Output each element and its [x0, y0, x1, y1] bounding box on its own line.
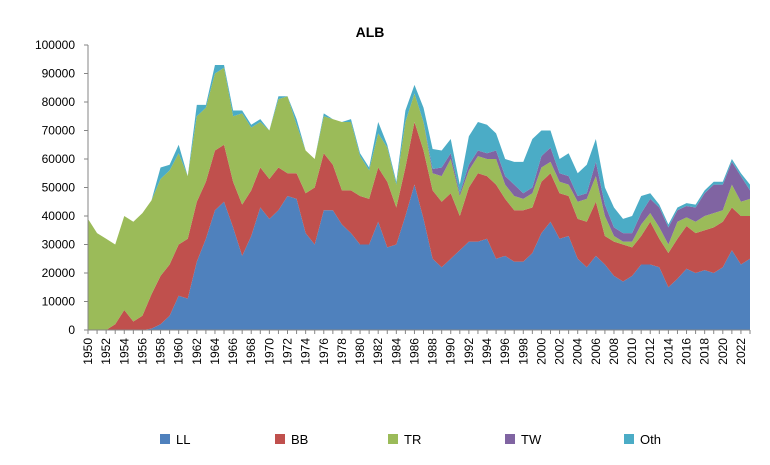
x-tick-label: 1992 — [462, 338, 476, 365]
x-tick-label: 1972 — [281, 338, 295, 365]
legend-item-tw: TW — [505, 432, 542, 447]
x-tick-label: 1982 — [371, 338, 385, 365]
x-tick-label: 1994 — [480, 338, 494, 365]
legend-item-tr: TR — [388, 432, 421, 447]
x-tick-label: 1968 — [244, 338, 258, 365]
x-tick-label: 2020 — [716, 338, 730, 365]
y-tick-label: 0 — [68, 323, 75, 337]
x-tick-label: 2012 — [643, 338, 657, 365]
x-tick-label: 1954 — [117, 338, 131, 365]
legend-swatch — [275, 434, 285, 444]
legend-label: BB — [291, 432, 308, 447]
x-tick-label: 1974 — [299, 338, 313, 365]
legend-swatch — [505, 434, 515, 444]
x-tick-label: 2010 — [625, 338, 639, 365]
x-tick-labels: 1950 1952 1954 1956 1958 1960 1962 1964 1966 1968… — [81, 338, 748, 365]
y-tick-label: 40000 — [42, 209, 76, 223]
x-tick-label: 1988 — [426, 338, 440, 365]
legend-item-oth: Oth — [624, 432, 661, 447]
x-tick-label: 1962 — [190, 338, 204, 365]
y-tick-labels: 0 10000 20000 30000 40000 50000 60000 70000 8000… — [35, 38, 75, 337]
x-tick-label: 1996 — [498, 338, 512, 365]
legend-swatch — [388, 434, 398, 444]
y-tick-label: 100000 — [35, 38, 75, 52]
x-tick-label: 2000 — [534, 338, 548, 365]
x-tick-label: 2018 — [698, 338, 712, 365]
x-tick-label: 1950 — [81, 338, 95, 365]
legend-swatch — [160, 434, 170, 444]
x-tick-label: 1990 — [444, 338, 458, 365]
legend-label: TR — [404, 432, 421, 447]
x-tick-label: 1964 — [208, 338, 222, 365]
legend: LL BB TR TW Oth — [160, 432, 661, 447]
x-tick-label: 1960 — [172, 338, 186, 365]
x-tick-label: 1998 — [516, 338, 530, 365]
area-layers — [88, 64, 750, 331]
legend-label: LL — [176, 432, 190, 447]
x-tick-label: 2016 — [680, 338, 694, 365]
x-tick-label: 1984 — [389, 338, 403, 365]
y-tick-label: 70000 — [42, 124, 76, 138]
y-tick-label: 10000 — [42, 295, 76, 309]
x-tick-label: 1958 — [154, 338, 168, 365]
x-tick-label: 1970 — [262, 338, 276, 365]
x-tick-label: 1976 — [317, 338, 331, 365]
x-tick-label: 2006 — [589, 338, 603, 365]
series-area-oth — [88, 64, 750, 245]
series-area-tr — [88, 67, 750, 331]
y-tick-label: 30000 — [42, 238, 76, 252]
series-area-ll — [88, 184, 750, 330]
x-tick-label: 2022 — [734, 338, 748, 365]
x-tick-label: 2014 — [661, 338, 675, 365]
y-tick-label: 60000 — [42, 152, 76, 166]
y-tick-label: 20000 — [42, 266, 76, 280]
x-tick-label: 2002 — [553, 338, 567, 365]
y-tick-label: 50000 — [42, 181, 76, 195]
legend-swatch — [624, 434, 634, 444]
x-tick-label: 1966 — [226, 338, 240, 365]
y-tick-label: 90000 — [42, 67, 76, 81]
axes — [84, 44, 751, 334]
y-tick-label: 80000 — [42, 95, 76, 109]
x-tick-label: 1952 — [99, 338, 113, 365]
x-tick-label: 1956 — [135, 338, 149, 365]
x-tick-label: 2004 — [571, 338, 585, 365]
legend-label: Oth — [640, 432, 661, 447]
series-area-bb — [88, 121, 750, 330]
x-tick-label: 2008 — [607, 338, 621, 365]
legend-item-ll: LL — [160, 432, 190, 447]
legend-item-bb: BB — [275, 432, 308, 447]
x-tick-label: 1986 — [407, 338, 421, 365]
x-tick-label: 1978 — [335, 338, 349, 365]
chart-title: ALB — [356, 24, 385, 40]
legend-label: TW — [521, 432, 542, 447]
x-tick-label: 1980 — [353, 338, 367, 365]
